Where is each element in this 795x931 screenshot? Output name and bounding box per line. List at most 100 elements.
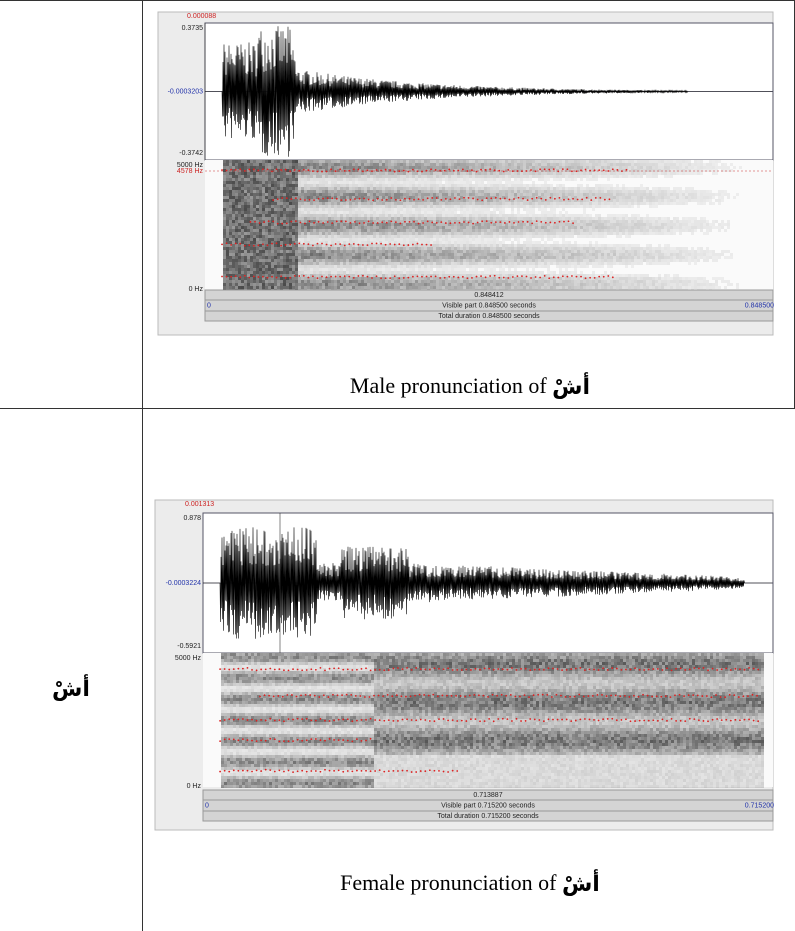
spectrogram-cell: [454, 193, 457, 196]
spectrogram-cell: [454, 178, 457, 181]
spectrogram-cell: [319, 250, 322, 253]
spectrogram-cell: [226, 208, 229, 211]
spectrogram-cell: [241, 223, 244, 226]
spectrogram-cell: [229, 223, 232, 226]
spectrogram-cell: [448, 250, 451, 253]
spectrogram-cell: [253, 214, 256, 217]
spectrogram-cell: [271, 229, 274, 232]
spectrogram-cell: [463, 214, 466, 217]
spectrogram-cell: [460, 175, 463, 178]
spectrogram-cell: [508, 229, 511, 232]
spectrogram-cell: [379, 178, 382, 181]
spectrogram-cell: [253, 172, 256, 175]
spectrogram-cell: [481, 256, 484, 259]
spectrogram-cell: [340, 184, 343, 187]
spectrogram-cell: [541, 211, 544, 214]
spectrogram-cell: [526, 235, 529, 238]
spectrogram-cell: [238, 160, 241, 163]
spectrogram-cell: [481, 271, 484, 274]
spectrogram-cell: [343, 247, 346, 250]
spectrogram-cell: [373, 190, 376, 193]
spectrogram-cell: [442, 265, 445, 268]
spectrogram-cell: [226, 283, 229, 286]
spectrogram-cell: [298, 184, 301, 187]
spectrogram-cell: [364, 193, 367, 196]
spectrogram-cell: [310, 193, 313, 196]
spectrogram-cell: [505, 172, 508, 175]
spectrogram-cell: [481, 166, 484, 169]
spectrogram-cell: [400, 262, 403, 265]
spectrogram-cell: [388, 253, 391, 256]
spectrogram-cell: [346, 190, 349, 193]
spectrogram-cell: [250, 163, 253, 166]
spectrogram-cell: [457, 286, 460, 289]
spectrogram-cell: [463, 286, 466, 289]
spectrogram-cell: [331, 184, 334, 187]
spectrogram-cell: [256, 226, 259, 229]
spectrogram-cell: [355, 232, 358, 235]
spectrogram-cell: [382, 169, 385, 172]
spectrogram-cell: [538, 172, 541, 175]
spectrogram-cell: [370, 253, 373, 256]
spectrogram-cell: [283, 280, 286, 283]
spectrogram-cell: [319, 271, 322, 274]
spectrogram-cell: [487, 271, 490, 274]
spectrogram-cell: [409, 181, 412, 184]
spectrogram-cell: [550, 253, 553, 256]
spectrogram-cell: [316, 163, 319, 166]
spectrogram-cell: [451, 214, 454, 217]
spectrogram-cell: [292, 256, 295, 259]
spectrogram-cell: [448, 268, 451, 271]
spectrogram-cell: [493, 247, 496, 250]
spectrogram-cell: [460, 196, 463, 199]
spectrogram-cell: [373, 181, 376, 184]
spectrogram-cell: [520, 271, 523, 274]
spectrogram-cell: [385, 172, 388, 175]
spectrogram-cell: [439, 193, 442, 196]
spectrogram-cell: [457, 268, 460, 271]
spectrogram-cell: [487, 187, 490, 190]
spectrogram-cell: [325, 229, 328, 232]
spectrogram-cell: [463, 184, 466, 187]
spectrogram-cell: [565, 223, 568, 226]
spectrogram-cell: [364, 184, 367, 187]
spectrogram-cell: [496, 259, 499, 262]
spectrogram-cell: [226, 253, 229, 256]
spectrogram-cell: [289, 166, 292, 169]
spectrogram-cell: [277, 280, 280, 283]
spectrogram-cell: [337, 211, 340, 214]
spectrogram-cell: [550, 244, 553, 247]
spectrogram-cell: [412, 196, 415, 199]
spectrogram-cell: [493, 277, 496, 280]
spectrogram-cell: [226, 250, 229, 253]
spectrogram-cell: [274, 196, 277, 199]
spectrogram-cell: [274, 235, 277, 238]
spectrogram-cell: [361, 283, 364, 286]
spectrogram-cell: [397, 274, 400, 277]
spectrogram-cell: [427, 256, 430, 259]
spectrogram-cell: [397, 271, 400, 274]
spectrogram-cell: [469, 259, 472, 262]
spectrogram-cell: [514, 169, 517, 172]
spectrogram-cell: [382, 229, 385, 232]
spectrogram-cell: [439, 229, 442, 232]
spectrogram-cell: [337, 208, 340, 211]
spectrogram-cell: [505, 178, 508, 181]
spectrogram-cell: [367, 247, 370, 250]
spectrogram-cell: [565, 199, 568, 202]
spectrogram-cell: [226, 223, 229, 226]
spectrogram-cell: [262, 205, 265, 208]
spectrogram-cell: [568, 160, 571, 163]
spectrogram-cell: [478, 211, 481, 214]
spectrogram-cell: [295, 202, 298, 205]
spectrogram-cell: [511, 214, 514, 217]
spectrogram-cell: [424, 178, 427, 181]
spectrogram-cell: [325, 280, 328, 283]
spectrogram-cell: [325, 286, 328, 289]
spectrogram-cell: [553, 214, 556, 217]
spectrogram-cell: [475, 193, 478, 196]
spectrogram-cell: [415, 181, 418, 184]
spectrogram-cell: [520, 163, 523, 166]
spectrogram-cell: [370, 196, 373, 199]
spectrogram-cell: [247, 187, 250, 190]
